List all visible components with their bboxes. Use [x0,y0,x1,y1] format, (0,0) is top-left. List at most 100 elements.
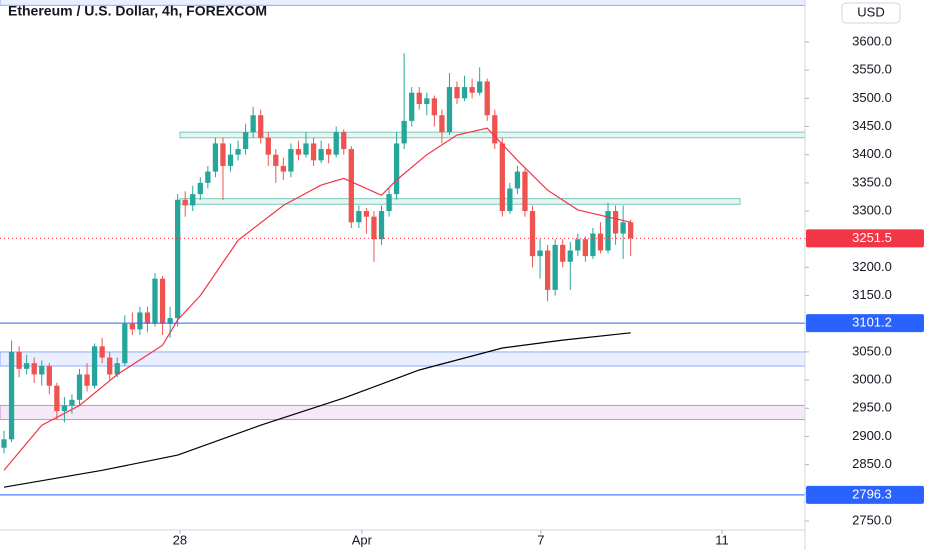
y-tick-label: 2750.0 [852,512,892,527]
moving-average [3,127,631,471]
candle-body [522,171,528,212]
x-tick-label: 28 [173,532,187,547]
candle-body [31,363,37,375]
candle-body [401,120,407,144]
candle-body [341,132,347,150]
candle-body [484,81,490,116]
candle-body [326,149,332,155]
candle-body [242,132,249,150]
candle-body [220,143,226,166]
candle-body [122,323,128,364]
candle-body [469,87,475,93]
currency-button[interactable] [841,2,901,24]
candle-body [16,351,22,369]
candle-body [54,385,60,412]
candle-body [424,98,430,104]
candle-body [205,171,211,183]
candle-body [582,239,589,257]
candle-body [612,211,619,234]
price-level-tag [806,485,924,504]
candle-body [144,312,151,324]
candle-body [258,115,264,138]
candle-body [529,211,536,257]
candle-body [439,115,445,133]
candle-body [182,199,188,206]
candle-body [99,346,105,358]
candle-body [227,154,234,166]
candle-body [507,188,513,212]
y-tick-label: 3350.0 [852,174,892,189]
candle-body [235,149,241,155]
candle-body [628,222,634,239]
candle-body [76,374,83,400]
candle-body [91,346,98,386]
candle-body [39,366,45,375]
candle-body [1,439,7,448]
candle-body [280,165,287,172]
candle-body [69,399,75,406]
price-level-label: 3251.5 [852,230,892,245]
candle-body [431,98,438,116]
y-tick-label: 3550.0 [852,62,892,77]
y-tick-label: 2900.0 [852,428,892,443]
candle-body [152,278,158,324]
candle-body [552,244,558,290]
moving-average [3,332,631,488]
candle-body [446,87,453,133]
price-level-tag [806,229,924,248]
candle-body [409,92,415,121]
candle-body [212,143,219,172]
candle-body [575,239,581,251]
candle-body [310,143,317,161]
y-tick-label: 3050.0 [852,343,892,358]
y-tick-label: 3500.0 [852,90,892,105]
plot-area [0,0,806,496]
candle-body [46,366,52,386]
chart-title: Ethereum / U.S. Dollar, 4h, FOREXCOM [8,3,267,19]
zone [179,198,741,205]
y-tick-label: 3600.0 [852,33,892,48]
zone [0,351,806,367]
price-level-label: 2796.3 [852,486,892,501]
candle-body [544,250,551,290]
x-tick-label: 11 [715,532,729,547]
candle-body [167,318,173,324]
candle-body [590,233,596,257]
y-tick-label: 3200.0 [852,259,892,274]
y-tick-label: 3450.0 [852,118,892,133]
y-tick-label: 2950.0 [852,400,892,415]
candle-body [273,154,279,166]
candle-body [393,143,400,195]
candle-body [175,199,181,319]
candle-body [250,115,256,133]
candle-body [378,211,385,240]
candle-body [114,363,120,375]
x-tick-label: Apr [352,532,373,547]
candle-body [303,143,309,155]
candle-body [454,87,460,99]
axes: 2750.02800.02850.02900.02950.03000.03050… [173,33,924,547]
candle-body [514,171,521,189]
candle-body [371,216,377,240]
candle-body [24,363,30,369]
candle-body [477,81,483,93]
price-level-tag [806,314,924,333]
candle-body [461,87,468,99]
candle-body [129,323,135,330]
candle-body [107,357,113,375]
y-tick-label: 2850.0 [852,456,892,471]
y-tick-label: 3000.0 [852,372,892,387]
currency-label[interactable]: USD [857,4,884,19]
candle-body [605,211,611,251]
candle-body [265,137,271,155]
x-tick-label: 7 [537,532,544,547]
candle-body [356,211,362,223]
candle-body [620,222,626,234]
candle-body [386,194,392,212]
candle-body [61,405,68,412]
candle-body [190,194,196,206]
candle-body [492,115,498,144]
candle-body [159,278,166,324]
candle-body [8,351,15,440]
